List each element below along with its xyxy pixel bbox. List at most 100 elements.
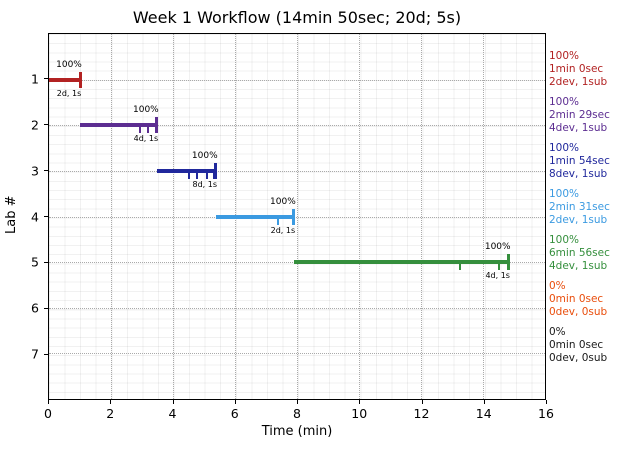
lab-summary: 100% 6min 56sec 4dev, 1sub xyxy=(549,234,623,273)
percent-label: 100% xyxy=(133,105,159,116)
y-tick-mark xyxy=(44,261,48,263)
x-tick-mark xyxy=(48,400,49,404)
lab-summary-line: 0% xyxy=(549,279,566,292)
x-tick-label: 8 xyxy=(293,406,301,421)
y-tick-label: 6 xyxy=(31,300,39,316)
gridline-horizontal xyxy=(49,125,545,127)
percent-label: 100% xyxy=(484,242,511,253)
lab-summary-line: 0% xyxy=(549,325,566,338)
dev-session-tick xyxy=(139,127,142,134)
lab-summary: 100% 2min 31sec 2dev, 1sub xyxy=(549,188,623,227)
x-tick-mark xyxy=(421,400,423,404)
plot-area: 100% 2d, 1s 100% 4d, 1s 100% 8d, 1s 100% 2d, 1s… xyxy=(48,33,546,400)
x-tick-mark xyxy=(483,400,485,404)
submission-end-tick xyxy=(155,117,159,134)
y-tick-label: 4 xyxy=(31,209,39,224)
y-tick-mark xyxy=(44,307,48,309)
lab-summary-line: 100% xyxy=(549,233,580,246)
x-tick-label: 0 xyxy=(44,406,52,421)
y-tick-mark xyxy=(44,170,48,172)
dev-sub-annotation: 2d, 1s xyxy=(56,88,82,98)
x-tick-label: 14 xyxy=(475,406,492,421)
x-tick-mark xyxy=(546,400,547,404)
gridline-horizontal xyxy=(49,307,545,309)
dev-session-tick xyxy=(458,264,461,271)
submission-end-tick xyxy=(214,162,218,179)
lab-summary-line: 1min 0sec xyxy=(549,63,604,76)
submission-end-tick xyxy=(292,208,296,225)
x-tick-label: 12 xyxy=(413,406,430,421)
y-axis-label: Lab # xyxy=(4,195,19,235)
x-tick-label: 16 xyxy=(538,406,554,421)
lab-summary: 0% 0min 0sec 0dev, 0sub xyxy=(549,280,623,319)
x-tick-mark xyxy=(234,400,236,404)
x-tick-label: 10 xyxy=(351,406,368,421)
gantt-bar xyxy=(80,123,157,128)
lab-summary-line: 0min 0sec xyxy=(549,292,604,305)
lab-summary-line: 8dev, 1sub xyxy=(549,168,608,181)
lab-summary-line: 100% xyxy=(549,96,580,109)
lab-summary-line: 2dev, 1sub xyxy=(549,76,608,89)
dev-session-tick xyxy=(277,218,280,225)
chart-title: Week 1 Workflow (14min 50sec; 20d; 5s) xyxy=(132,8,462,27)
right-legend: 100% 1min 0sec 2dev, 1sub 100% 2min 29sec 4de… xyxy=(549,33,623,400)
gantt-bar xyxy=(215,214,294,219)
lab-summary-line: 4dev, 1sub xyxy=(549,259,608,272)
gantt-bar xyxy=(293,260,509,265)
y-tick-label: 1 xyxy=(31,71,39,87)
lab-summary-line: 4dev, 1sub xyxy=(549,122,608,135)
x-tick-mark xyxy=(297,400,298,404)
lab-summary: 100% 1min 54sec 8dev, 1sub xyxy=(549,142,623,181)
percent-label: 100% xyxy=(56,59,82,70)
lab-summary: 100% 1min 0sec 2dev, 1sub xyxy=(549,50,623,89)
y-tick-mark xyxy=(44,353,48,355)
submission-end-tick xyxy=(507,254,511,271)
y-tick-mark xyxy=(44,216,48,217)
lab-summary: 100% 2min 29sec 4dev, 1sub xyxy=(549,96,623,135)
y-tick-label: 7 xyxy=(31,346,39,362)
lab-summary-line: 6min 56sec xyxy=(549,246,610,259)
percent-label: 100% xyxy=(270,196,296,207)
x-tick-label: 4 xyxy=(168,406,177,421)
gantt-bar xyxy=(156,168,216,173)
lab-summary-line: 1min 54sec xyxy=(549,155,610,168)
lab-summary-line: 100% xyxy=(549,142,580,155)
submission-end-tick xyxy=(78,71,82,88)
dev-session-tick xyxy=(206,172,209,179)
dev-sub-annotation: 4d, 1s xyxy=(485,271,510,281)
gridline-horizontal xyxy=(49,79,545,81)
gantt-bar xyxy=(49,77,80,82)
lab-summary-line: 0dev, 0sub xyxy=(549,351,608,364)
y-tick-mark xyxy=(44,78,48,80)
dev-session-tick xyxy=(212,172,215,179)
lab-summary-line: 100% xyxy=(549,50,580,63)
y-tick-label: 3 xyxy=(31,163,39,179)
percent-label: 100% xyxy=(191,150,218,161)
lab-summary-line: 2dev, 1sub xyxy=(549,214,608,226)
y-axis: 1 2 3 4 5 6 7 xyxy=(0,33,48,400)
dev-session-tick xyxy=(146,127,149,134)
x-axis-label: Time (min) xyxy=(261,424,333,439)
lab-summary-line: 0dev, 0sub xyxy=(549,305,608,318)
lab-summary-line: 0min 0sec xyxy=(549,338,604,351)
x-tick-mark xyxy=(172,400,174,404)
lab-summary-line: 2min 29sec xyxy=(549,109,610,122)
dev-sub-annotation: 2d, 1s xyxy=(270,225,296,235)
dev-session-tick xyxy=(497,264,500,271)
dev-session-tick xyxy=(188,172,191,179)
gridline-horizontal xyxy=(49,216,545,218)
y-tick-label: 5 xyxy=(31,254,39,270)
x-tick-label: 2 xyxy=(106,406,115,421)
x-tick-mark xyxy=(359,400,361,404)
x-axis: 0 2 4 6 8 10 12 14 16 xyxy=(44,400,554,440)
lab-summary: 0% 0min 0sec 0dev, 0sub xyxy=(549,326,623,365)
x-tick-mark xyxy=(110,400,112,404)
y-tick-mark xyxy=(44,124,48,126)
gridline-horizontal xyxy=(49,353,545,355)
x-tick-label: 6 xyxy=(230,406,239,421)
dev-sub-annotation: 4d, 1s xyxy=(133,134,159,144)
lab-summary-line: 100% xyxy=(549,188,580,200)
dev-sub-annotation: 8d, 1s xyxy=(192,179,218,189)
dev-session-tick xyxy=(196,172,199,179)
